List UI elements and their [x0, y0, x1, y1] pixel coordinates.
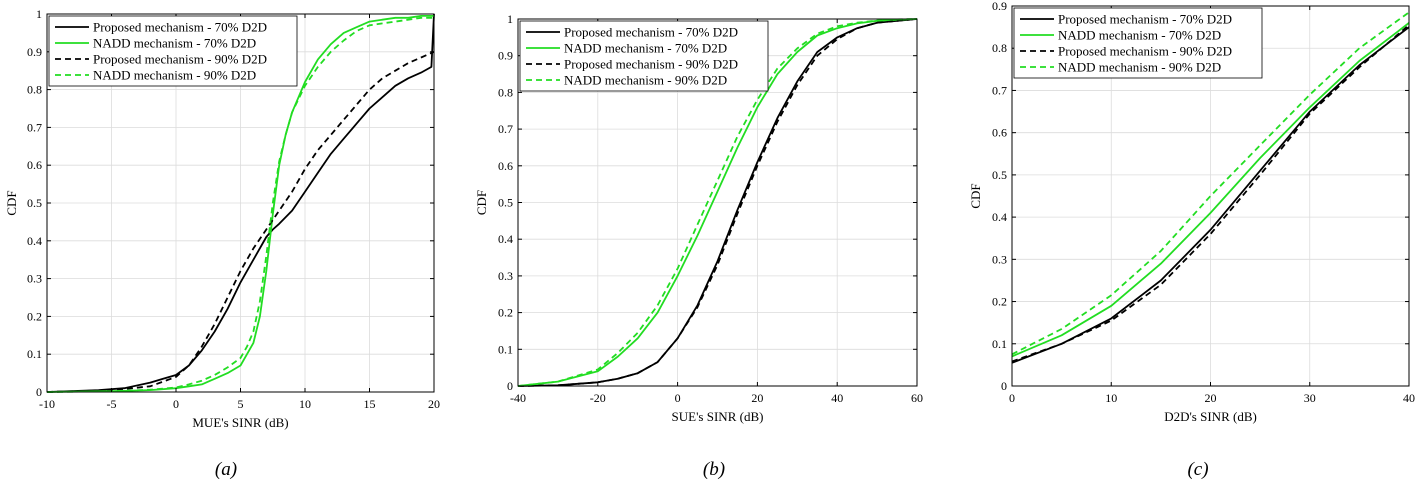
y-tick-label: 0.2	[992, 295, 1007, 309]
y-tick-label: 0.5	[992, 168, 1007, 182]
legend-box	[48, 15, 298, 87]
y-tick-label: 0.4	[498, 232, 513, 246]
x-tick-label: 60	[911, 391, 923, 405]
x-tick-label: 20	[1205, 391, 1217, 405]
x-tick-label: 20	[751, 391, 763, 405]
x-tick-label: -20	[590, 391, 606, 405]
y-tick-label: 0.7	[27, 120, 42, 134]
legend-label: NADD mechanism - 70% D2D	[564, 41, 727, 56]
y-tick-label: 0.2	[498, 306, 513, 320]
x-axis-label: MUE's SINR (dB)	[192, 415, 288, 430]
y-tick-label: 0.6	[27, 158, 42, 172]
y-tick-label: 0	[36, 385, 42, 399]
x-tick-label: 10	[1105, 391, 1117, 405]
y-tick-label: 0	[1001, 379, 1007, 393]
y-tick-label: 0.7	[498, 122, 513, 136]
y-tick-label: 0	[507, 379, 513, 393]
series-line-4	[1011, 11, 1410, 356]
series-line-3	[1011, 24, 1410, 363]
x-axis-label: SUE's SINR (dB)	[672, 409, 764, 424]
x-tick-label: 40	[1403, 391, 1415, 405]
y-tick-label: 0.9	[992, 0, 1007, 13]
y-tick-label: 0.9	[498, 49, 513, 63]
x-tick-label: 40	[831, 391, 843, 405]
series-line-4	[517, 18, 918, 387]
y-tick-label: 0.5	[27, 196, 42, 210]
series-line-3	[517, 18, 918, 387]
y-tick-label: 0.6	[992, 126, 1007, 140]
x-tick-label: 10	[299, 397, 311, 411]
chart-panel-b: -40 -20 0 20 40 60 0 0.1 0.2 0.3 0.4 0.5 0.6 0.7 0.8 0.…	[474, 12, 923, 480]
legend-label: NADD mechanism - 70% D2D	[93, 36, 256, 51]
y-tick-label: 0.8	[498, 85, 513, 99]
legend-label: NADD mechanism - 90% D2D	[564, 73, 727, 88]
y-tick-label: 0.4	[27, 234, 42, 248]
y-tick-label: 0.6	[498, 159, 513, 173]
legend-label: Proposed mechanism - 70% D2D	[564, 25, 738, 40]
y-tick-label: 0.3	[27, 272, 42, 286]
legend-label: Proposed mechanism - 70% D2D	[93, 20, 267, 35]
y-tick-label: 1	[36, 7, 42, 21]
panel-sublabel: (b)	[703, 459, 725, 480]
series-line-2	[1011, 22, 1410, 358]
y-tick-label: 0.1	[992, 337, 1007, 351]
y-tick-label: 0.2	[27, 309, 42, 323]
y-tick-label: 0.3	[992, 252, 1007, 266]
y-tick-label: 0.7	[992, 83, 1007, 97]
y-tick-label: 0.8	[992, 41, 1007, 55]
x-tick-label: 0	[675, 391, 681, 405]
y-tick-label: 0.8	[27, 83, 42, 97]
y-axis-label: CDF	[968, 183, 983, 208]
y-tick-label: 0.4	[992, 210, 1007, 224]
panel-sublabel: (c)	[1187, 459, 1208, 480]
x-tick-label: -40	[510, 391, 526, 405]
legend-label: Proposed mechanism - 90% D2D	[564, 57, 738, 72]
x-tick-label: 20	[428, 397, 440, 411]
y-tick-label: 0.3	[498, 269, 513, 283]
chart-panel-c: 0 10 20 30 40 0 0.1 0.2 0.3 0.4 0.5 0.6 0.7 0.8 0.9 D2D…	[968, 0, 1415, 480]
chart-panel-a: -10 -5 0 5 10 15 20 0 0.1 0.2 0.3 0.4 0.5 0.6 0.7 0.8 0.…	[4, 7, 440, 480]
x-tick-label: 0	[173, 397, 179, 411]
panel-sublabel: (a)	[215, 459, 237, 480]
legend-label: NADD mechanism - 70% D2D	[1058, 28, 1221, 43]
y-axis-label: CDF	[4, 190, 19, 215]
y-axis-label: CDF	[474, 190, 489, 215]
legend-label: NADD mechanism - 90% D2D	[1058, 60, 1221, 75]
legend-label: Proposed mechanism - 90% D2D	[93, 52, 267, 67]
y-tick-label: 0.5	[498, 196, 513, 210]
series-line-2	[46, 14, 434, 393]
legend-label: NADD mechanism - 90% D2D	[93, 68, 256, 83]
x-tick-label: 30	[1304, 391, 1316, 405]
series-line-3	[46, 50, 435, 393]
series-line-4	[46, 16, 434, 393]
series-line-1	[46, 13, 435, 393]
y-tick-label: 0.1	[498, 342, 513, 356]
legend-label: Proposed mechanism - 70% D2D	[1058, 12, 1232, 27]
y-tick-label: 1	[507, 12, 513, 26]
x-axis-label: D2D's SINR (dB)	[1164, 409, 1257, 424]
y-tick-label: 0.1	[27, 347, 42, 361]
x-tick-label: 15	[364, 397, 376, 411]
legend-box	[519, 20, 769, 92]
legend-label: Proposed mechanism - 90% D2D	[1058, 44, 1232, 59]
x-tick-label: -10	[39, 397, 55, 411]
y-tick-label: 0.9	[27, 45, 42, 59]
legend-box	[1013, 7, 1263, 79]
x-tick-label: 5	[238, 397, 244, 411]
x-tick-label: -5	[107, 397, 117, 411]
x-tick-label: 0	[1009, 391, 1015, 405]
